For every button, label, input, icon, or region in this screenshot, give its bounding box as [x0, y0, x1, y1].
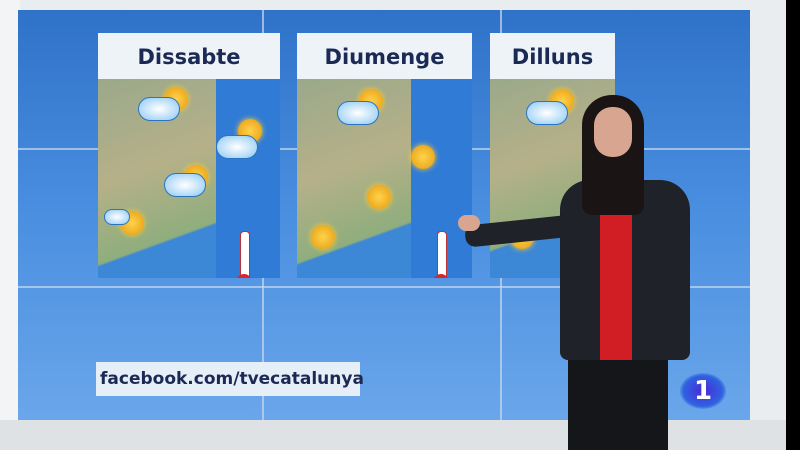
cloud-icon	[526, 101, 568, 125]
sun-icon	[311, 225, 335, 249]
screen-seam	[18, 286, 750, 288]
cloud-icon	[104, 209, 130, 225]
sun-icon	[411, 145, 435, 169]
cloud-icon	[337, 101, 379, 125]
cloud-icon	[138, 97, 180, 121]
day-title: Dilluns	[490, 33, 615, 79]
day-title: Dissabte	[98, 33, 280, 79]
catalonia-map	[98, 79, 280, 278]
presenter-legs	[568, 360, 668, 450]
cloud-icon	[216, 135, 258, 159]
presenter-face	[594, 107, 632, 157]
tve-la1-logo: 1	[680, 373, 726, 409]
weather-presenter	[458, 95, 690, 450]
sun-icon	[367, 185, 391, 209]
catalonia-map	[297, 79, 472, 278]
studio-wall	[0, 0, 20, 450]
cloud-icon	[164, 173, 206, 197]
forecast-card-sunday: Diumenge	[297, 33, 472, 278]
presenter-shirt	[600, 195, 632, 360]
letterbox-bar	[786, 0, 800, 450]
forecast-card-saturday: Dissabte	[98, 33, 280, 278]
facebook-link-banner: facebook.com/tvecatalunya	[96, 362, 364, 396]
presenter-hand	[458, 215, 480, 231]
thermometer-icon	[433, 231, 449, 278]
thermometer-icon	[236, 231, 252, 278]
day-title: Diumenge	[297, 33, 472, 79]
